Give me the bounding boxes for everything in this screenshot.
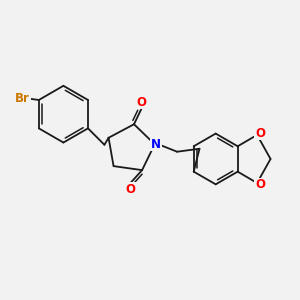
Text: Br: Br	[15, 92, 30, 105]
Text: O: O	[255, 178, 265, 191]
Text: O: O	[136, 96, 146, 109]
Text: N: N	[151, 138, 161, 151]
Text: O: O	[255, 127, 265, 140]
Text: O: O	[126, 183, 136, 196]
